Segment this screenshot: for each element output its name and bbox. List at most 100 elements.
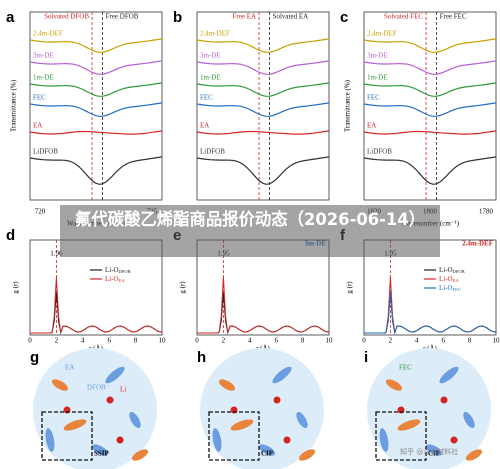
y-axis-label: g (r)	[346, 281, 354, 294]
spectrum-curve	[196, 38, 330, 53]
legend-name: Li-O	[439, 266, 453, 274]
spectrum-curve	[196, 82, 330, 97]
annotation: Solvated FEC	[384, 13, 423, 21]
curve-label: 2.4m-DEF	[367, 30, 397, 38]
y-axis-label: Transmittance (%)	[344, 79, 352, 132]
y-axis-label: g (r)	[12, 281, 20, 294]
molecule	[91, 444, 109, 456]
rdf-curve	[364, 276, 497, 334]
curve-label: LiDFOB	[367, 148, 392, 156]
x-tick-label: 0	[362, 337, 366, 345]
panel-label: b	[173, 9, 182, 26]
spectrum-curve	[29, 102, 163, 117]
curve-label: 3m-DE	[200, 52, 221, 60]
x-tick-label: 8	[301, 337, 305, 345]
spectrum-curve	[196, 102, 330, 117]
legend-label: Li-OFEC	[439, 284, 461, 292]
li-ion	[450, 436, 458, 444]
box-label: CIP	[428, 450, 441, 458]
curve-label: FEC	[200, 94, 213, 102]
molecule	[397, 419, 421, 431]
x-tick-label: 4	[81, 337, 85, 345]
cartoon-label: FEC	[399, 364, 412, 372]
spectrum-curve	[363, 82, 497, 97]
molecule	[218, 379, 236, 391]
spectrum-curve	[29, 156, 163, 185]
molecule	[439, 366, 459, 384]
annotation: Solvated DFOB	[44, 13, 89, 21]
molecule	[129, 411, 141, 429]
x-tick-label: 8	[468, 337, 472, 345]
x-tick-label: 4	[415, 337, 419, 345]
panel-label: h	[197, 349, 206, 366]
legend-name: Li-O	[105, 275, 119, 283]
peak-label: 1.96	[50, 250, 63, 258]
spectrum-curve	[363, 130, 497, 135]
annotation: Solvated EA	[273, 13, 309, 21]
spectrum-curve	[196, 130, 330, 135]
curve-label: EA	[367, 122, 376, 130]
li-ion	[116, 436, 124, 444]
li-ion	[106, 396, 114, 404]
plot-frame	[196, 11, 330, 201]
legend-name: Li-O	[105, 266, 119, 274]
molecule	[230, 419, 254, 431]
curve-label: 3m-DE	[33, 52, 54, 60]
box-label: SSIP	[94, 450, 110, 458]
panel-title: 2.4m-DEF	[462, 240, 493, 248]
x-tick-label: 2	[222, 337, 226, 345]
curve-label: 1m-DE	[367, 74, 388, 82]
x-tick-label: 2	[55, 337, 59, 345]
spectrum-curve	[363, 156, 497, 185]
molecule	[296, 411, 308, 429]
x-tick-label: 720	[35, 208, 46, 216]
legend-name: Li-O	[439, 275, 453, 283]
panel-label: i	[364, 349, 368, 366]
molecule	[131, 449, 149, 461]
spectrum-curve	[363, 60, 497, 75]
spectrum-curve	[363, 102, 497, 117]
rdf-curve	[30, 276, 163, 334]
li-ion	[273, 396, 281, 404]
legend-sub: FEC	[453, 287, 461, 292]
x-tick-label: 1780	[479, 208, 494, 216]
curve-label: 2.4m-DEF	[33, 30, 63, 38]
rdf-curve	[197, 276, 330, 334]
curve-label: LiDFOB	[33, 148, 58, 156]
li-ion	[283, 436, 291, 444]
watermark: 知乎 @斗斗材料社	[400, 447, 458, 456]
y-axis-label: g (r)	[179, 281, 187, 294]
molecule	[258, 444, 276, 456]
legend-label: Li-ODFOB	[439, 266, 465, 274]
curve-label: FEC	[367, 94, 380, 102]
dashed-box	[375, 411, 427, 461]
legend-sub: EA	[119, 278, 126, 283]
panel-label: a	[6, 9, 15, 26]
background	[33, 348, 157, 469]
legend-label: Li-OEA	[105, 275, 125, 283]
curve-label: FEC	[33, 94, 46, 102]
panel-label: c	[340, 9, 348, 26]
curve-label: 1m-DE	[33, 74, 54, 82]
spectrum-curve	[29, 38, 163, 53]
x-tick-label: 2	[389, 337, 393, 345]
legend-name: Li-O	[439, 284, 453, 292]
x-tick-label: 10	[159, 337, 167, 345]
dashed-box	[41, 411, 93, 461]
legend-sub: EA	[453, 278, 460, 283]
spectrum-curve	[29, 60, 163, 75]
panel-label: d	[6, 227, 15, 244]
box-label: CIP	[261, 450, 274, 458]
spectrum-curve	[29, 82, 163, 97]
cartoon-label: Li	[120, 386, 126, 394]
molecule	[425, 444, 443, 456]
curve-label: 3m-DE	[367, 52, 388, 60]
cartoon-label: DFOB⁻	[87, 384, 110, 392]
x-tick-label: 0	[195, 337, 199, 345]
y-axis-label: Transmittance (%)	[10, 79, 18, 132]
legend-label: Li-ODFOB	[105, 266, 131, 274]
molecule	[63, 419, 87, 431]
x-tick-label: 6	[107, 337, 111, 345]
curve-label: 1m-DE	[200, 74, 221, 82]
